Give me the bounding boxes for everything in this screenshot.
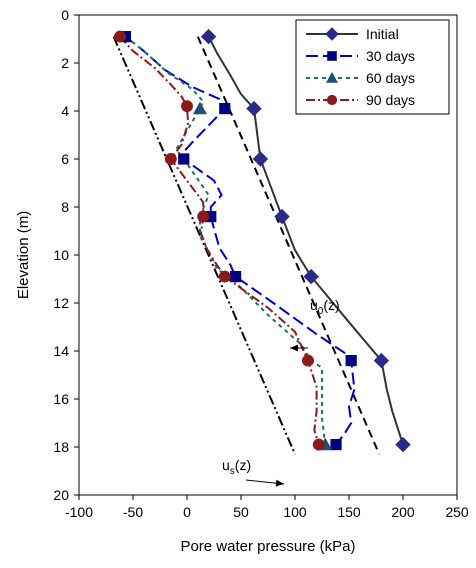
y-tick-label: 2 bbox=[61, 55, 69, 71]
legend-marker bbox=[326, 72, 338, 83]
legend-marker bbox=[326, 94, 338, 106]
reference-line-s bbox=[112, 36, 296, 455]
y-tick-label: 0 bbox=[61, 7, 69, 23]
data-point-90-days bbox=[302, 354, 314, 367]
data-point-90-days bbox=[218, 270, 231, 283]
x-tick-label: 100 bbox=[283, 504, 307, 520]
data-point-initial bbox=[303, 268, 319, 285]
reference-line-labels: u0(z) us(z) bbox=[222, 297, 340, 487]
data-point-90-days bbox=[114, 30, 126, 43]
legend-label: 30 days bbox=[366, 48, 415, 64]
y-axis-label: Elevation (m) bbox=[15, 211, 32, 299]
y-tick-label: 10 bbox=[53, 247, 69, 263]
series-line-30-days bbox=[124, 35, 356, 446]
y-tick-label: 8 bbox=[61, 199, 69, 215]
legend-marker bbox=[327, 51, 337, 61]
x-tick-label: 150 bbox=[337, 504, 361, 520]
y-tick-label: 6 bbox=[61, 151, 69, 167]
x-tick-label: 0 bbox=[183, 504, 191, 520]
reference-arrow-head bbox=[275, 479, 284, 487]
y-tick-label: 20 bbox=[53, 487, 69, 503]
legend: Initial 30 days 60 days 90 days bbox=[295, 19, 450, 115]
data-point-30-days bbox=[219, 103, 231, 115]
data-point-initial bbox=[252, 151, 269, 167]
data-point-initial bbox=[395, 436, 411, 453]
x-tick-label: 200 bbox=[391, 504, 415, 520]
series-line-60-days bbox=[124, 35, 327, 445]
reference-lines bbox=[112, 36, 381, 455]
series-markers bbox=[114, 28, 411, 453]
y-tick-label: 4 bbox=[61, 103, 69, 119]
data-point-30-days bbox=[345, 355, 357, 367]
legend-label: Initial bbox=[366, 26, 399, 42]
y-tick-label: 14 bbox=[53, 343, 69, 359]
axis-ticks: -100 -50 0 50 100 150 200 250 0 2 4 6 8 10 12 14 16 18 20 bbox=[53, 7, 468, 520]
data-point-30-days bbox=[205, 211, 217, 223]
data-point-initial bbox=[246, 100, 262, 117]
reference-line-0 bbox=[196, 36, 381, 455]
data-point-90-days bbox=[181, 100, 193, 113]
y-tick-label: 18 bbox=[53, 439, 69, 455]
data-point-initial bbox=[373, 352, 390, 369]
y-tick-label: 16 bbox=[53, 391, 69, 407]
reference-arrow-head bbox=[290, 344, 298, 352]
x-tick-label: -100 bbox=[65, 504, 93, 520]
x-tick-label: 50 bbox=[233, 504, 249, 520]
reference-label-0: u0(z) bbox=[310, 297, 340, 317]
data-point-90-days bbox=[197, 210, 210, 223]
legend-box bbox=[295, 19, 450, 115]
reference-label-s: us(z) bbox=[222, 457, 251, 477]
data-point-90-days bbox=[164, 153, 177, 165]
legend-label: 90 days bbox=[366, 92, 415, 108]
data-point-60-days bbox=[192, 101, 207, 115]
x-tick-label: 250 bbox=[445, 504, 469, 520]
legend-label: 60 days bbox=[366, 70, 415, 86]
data-point-30-days bbox=[330, 439, 342, 451]
x-tick-label: -50 bbox=[123, 504, 143, 520]
data-point-30-days bbox=[230, 271, 242, 283]
x-axis-label: Pore water pressure (kPa) bbox=[180, 538, 355, 555]
data-point-90-days bbox=[312, 438, 325, 451]
data-point-initial bbox=[200, 28, 217, 45]
legend-marker bbox=[325, 27, 339, 41]
y-tick-label: 12 bbox=[53, 295, 69, 311]
data-point-30-days bbox=[178, 153, 190, 165]
data-point-initial bbox=[274, 208, 290, 225]
